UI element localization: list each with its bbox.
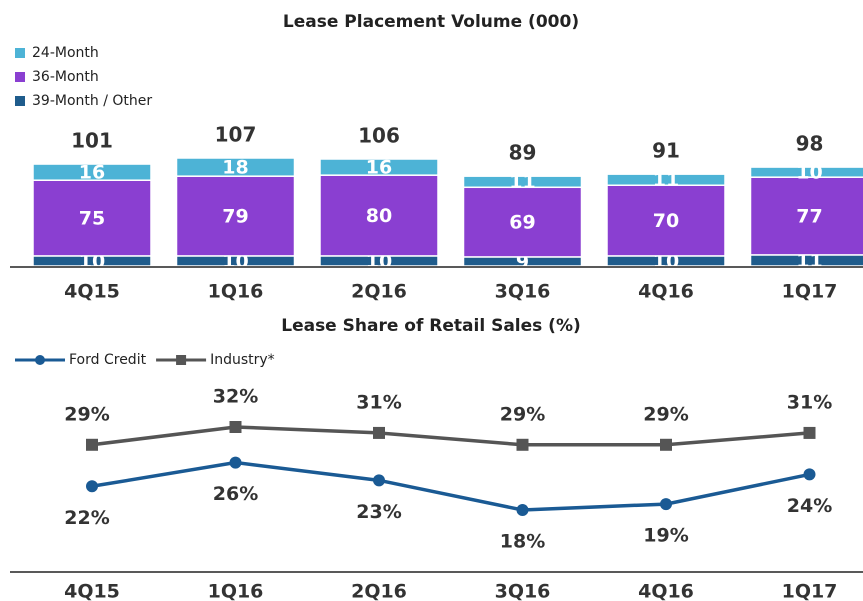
x-tick-label: 1Q17 <box>782 581 838 601</box>
x-tick-label: 4Q16 <box>638 581 694 601</box>
data-label: 18% <box>500 531 545 553</box>
segment-label: 69 <box>509 212 535 234</box>
x-tick-label: 4Q16 <box>638 281 694 303</box>
segment-label: 75 <box>79 208 105 230</box>
data-label: 31% <box>787 391 832 413</box>
segment-label: 11 <box>509 171 535 193</box>
total-label: 101 <box>71 129 113 153</box>
total-label: 91 <box>652 139 680 163</box>
x-tick-label: 4Q15 <box>64 581 120 601</box>
point <box>86 480 98 493</box>
bar-segment <box>319 174 439 257</box>
legend-label: Industry* <box>210 352 275 368</box>
legend-label: Ford Credit <box>69 352 147 368</box>
line-chart-title: Lease Share of Retail Sales (%) <box>281 316 581 336</box>
data-label: 29% <box>500 403 545 425</box>
data-label: 19% <box>643 525 688 547</box>
bar-segment <box>462 186 583 258</box>
legend-label: 39-Month / Other <box>32 93 152 109</box>
x-tick-label: 3Q16 <box>495 281 551 303</box>
legend-marker <box>176 355 187 365</box>
point <box>660 498 672 511</box>
data-label: 32% <box>213 386 258 408</box>
legend-label: 36-Month <box>32 69 99 85</box>
segment-label: 11 <box>653 169 679 191</box>
total-label: 98 <box>796 132 824 156</box>
x-tick-label: 3Q16 <box>495 581 551 601</box>
legend-swatch <box>15 96 25 106</box>
segment-label: 80 <box>366 205 392 227</box>
bar-chart-title: Lease Placement Volume (000) <box>283 12 579 32</box>
bar-segment <box>462 175 583 189</box>
segment-label: 77 <box>796 206 822 228</box>
x-tick-label: 2Q16 <box>351 281 407 303</box>
bar-segment <box>749 166 863 178</box>
legend-swatch <box>15 48 25 58</box>
point <box>516 438 529 451</box>
total-label: 89 <box>509 141 537 165</box>
point <box>803 426 816 439</box>
bar-segment <box>606 173 726 187</box>
total-label: 106 <box>358 124 400 148</box>
bar-segment <box>319 158 439 176</box>
point <box>373 426 385 439</box>
bar-segment <box>749 176 863 256</box>
legend-label: 24-Month <box>32 45 99 61</box>
legend-marker <box>35 355 45 365</box>
segment-label: 10 <box>796 162 822 184</box>
data-label: 29% <box>643 403 688 425</box>
x-tick-label: 1Q17 <box>782 281 838 303</box>
bar-segment <box>32 163 152 181</box>
segment-label: 18 <box>222 157 248 179</box>
segment-label: 70 <box>653 210 679 232</box>
data-label: 26% <box>213 483 258 505</box>
x-tick-label: 1Q16 <box>208 281 264 303</box>
total-label: 107 <box>215 123 257 147</box>
segment-label: 16 <box>79 162 105 184</box>
data-label: 24% <box>787 495 832 517</box>
series-line <box>91 460 810 512</box>
point <box>229 456 242 469</box>
data-label: 23% <box>356 501 401 523</box>
segment-label: 16 <box>366 157 392 179</box>
bar-segment <box>606 184 726 257</box>
segment-label: 79 <box>222 206 248 228</box>
x-tick-label: 2Q16 <box>351 581 407 601</box>
data-label: 29% <box>64 403 109 425</box>
x-tick-label: 4Q15 <box>64 281 120 303</box>
point <box>229 421 242 433</box>
x-tick-label: 1Q16 <box>208 581 264 601</box>
data-label: 31% <box>356 391 401 413</box>
bar-segment <box>175 175 296 257</box>
point <box>803 468 816 481</box>
point <box>660 438 672 451</box>
point <box>516 504 529 516</box>
bar-segment <box>175 157 296 177</box>
series-line <box>91 425 810 447</box>
point <box>373 474 385 487</box>
bar-segment <box>32 179 152 257</box>
legend-swatch <box>15 72 25 82</box>
point <box>86 438 98 451</box>
data-label: 22% <box>64 507 109 529</box>
